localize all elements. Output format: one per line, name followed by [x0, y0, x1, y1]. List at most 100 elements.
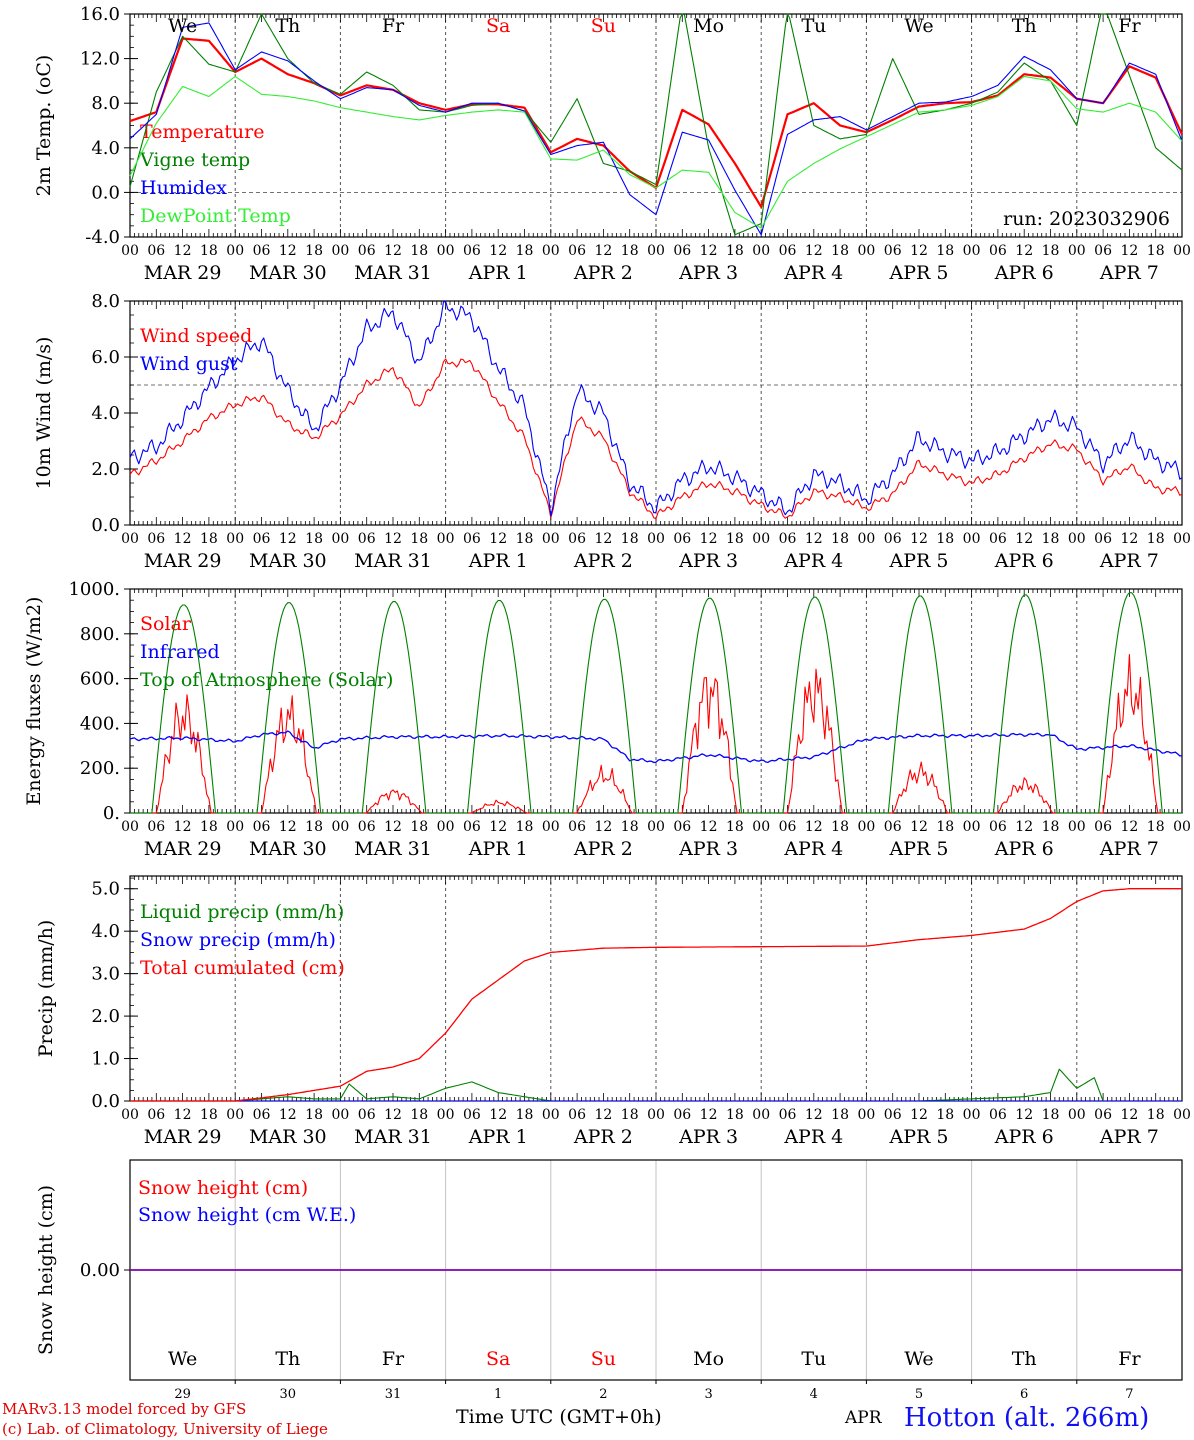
panel-1-hour-label: 18: [1042, 243, 1060, 259]
panel-2-hour-label: 18: [726, 531, 744, 547]
panel-1-y-tick-label: 12.0: [80, 49, 120, 70]
panel-1-hour-label: 18: [1147, 243, 1165, 259]
panel-4-hour-label: 06: [673, 1107, 691, 1123]
weekday-top-4: Sa: [486, 15, 510, 37]
panel-2-hour-label: 00: [121, 531, 139, 547]
panel-4-hour-label: 18: [831, 1107, 849, 1123]
panel-1-hour-label: 06: [253, 243, 271, 259]
panel-3-hour-label: 00: [331, 819, 349, 835]
panel-3-hour-label: 12: [910, 819, 928, 835]
panel-3-hour-label: 12: [700, 819, 718, 835]
panel-1-y-axis-label: 2m Temp. (oC): [33, 55, 55, 197]
panel-2-hour-label: 06: [253, 531, 271, 547]
panel-1-legend-humidex: Humidex: [140, 177, 227, 199]
panel-1-hour-label: 12: [700, 243, 718, 259]
panel-4-legend-liquid-precip-mm-h-: Liquid precip (mm/h): [140, 901, 344, 923]
panel-3-hour-label: 18: [1147, 819, 1165, 835]
panel-4-date-label: APR 4: [783, 1126, 843, 1148]
panel-2-date-label: APR 3: [678, 550, 738, 572]
panel-2-hour-label: 18: [410, 531, 428, 547]
panel-2-hour-label: 06: [147, 531, 165, 547]
panel-4-hour-label: 18: [726, 1107, 744, 1123]
panel-3-date-label: MAR 30: [249, 838, 327, 860]
panel-4-hour-label: 12: [384, 1107, 402, 1123]
panel-1-date-label: MAR 31: [354, 262, 432, 284]
panel-4-hour-label: 00: [542, 1107, 560, 1123]
panel-4-hour-label: 06: [147, 1107, 165, 1123]
panel-3-hour-label: 18: [726, 819, 744, 835]
weekday-top-10: Fr: [1118, 15, 1141, 37]
panel-4-hour-label: 12: [174, 1107, 192, 1123]
panel-4-date-label: APR 5: [889, 1126, 949, 1148]
panel-2-legend-wind-speed: Wind speed: [140, 325, 252, 347]
panel-1-hour-label: 12: [805, 243, 823, 259]
panel-3-date-label: APR 2: [573, 838, 633, 860]
panel-3-legend-solar: Solar: [140, 613, 192, 635]
panel-5-legend-snow-height-cm-w-e-: Snow height (cm W.E.): [138, 1204, 356, 1226]
panel-1-y-tick-label: -4.0: [85, 227, 120, 248]
panel-4-hour-label: 00: [1173, 1107, 1191, 1123]
panel-4-date-label: APR 6: [994, 1126, 1054, 1148]
panel-3-date-label: APR 5: [889, 838, 949, 860]
panel-4-hour-label: 06: [253, 1107, 271, 1123]
panel-1-hour-label: 00: [1173, 243, 1191, 259]
panel-2-date-label: MAR 29: [144, 550, 222, 572]
panel-4-hour-label: 12: [1120, 1107, 1138, 1123]
panel-1-hour-label: 06: [1094, 243, 1112, 259]
panel-2-hour-label: 06: [463, 531, 481, 547]
panel-1-date-label: APR 2: [573, 262, 633, 284]
panel-1-hour-label: 00: [963, 243, 981, 259]
weekday-bottom-3: Fr: [382, 1348, 405, 1370]
panel-3-hour-label: 12: [594, 819, 612, 835]
panel-2-hour-label: 06: [358, 531, 376, 547]
panel-1-hour-label: 06: [989, 243, 1007, 259]
panel-2-date-label: APR 5: [889, 550, 949, 572]
panel-4-hour-label: 18: [200, 1107, 218, 1123]
panel-4-hour-label: 00: [1068, 1107, 1086, 1123]
panel-2-hour-label: 12: [700, 531, 718, 547]
panel-5-y-tick-label: 0.00: [80, 1260, 120, 1281]
panel-2-hour-label: 06: [884, 531, 902, 547]
panel-4-hour-label: 12: [594, 1107, 612, 1123]
panel-3-y-tick-label: 200.: [80, 758, 120, 779]
weekday-bottom-10: Fr: [1118, 1348, 1141, 1370]
panel-2-y-tick-label: 8.0: [91, 291, 120, 312]
weekday-top-3: Fr: [382, 15, 405, 37]
panel-5-legend-snow-height-cm-: Snow height (cm): [138, 1177, 308, 1199]
panel-4-hour-label: 12: [279, 1107, 297, 1123]
panel-1-hour-label: 12: [594, 243, 612, 259]
panel-3-hour-label: 18: [936, 819, 954, 835]
panel-4-hour-label: 12: [805, 1107, 823, 1123]
panel-2-date-label: APR 2: [573, 550, 633, 572]
panel-1-hour-label: 00: [437, 243, 455, 259]
panel-1-hour-label: 12: [384, 243, 402, 259]
panel-3-hour-label: 18: [200, 819, 218, 835]
panel-4-hour-label: 18: [516, 1107, 534, 1123]
day-number-3: 31: [385, 1387, 402, 1402]
panel-1-hour-label: 12: [1120, 243, 1138, 259]
day-number-2: 30: [280, 1387, 297, 1402]
panel-3-hour-label: 00: [1068, 819, 1086, 835]
panel-3-y-tick-label: 400.: [80, 713, 120, 734]
panel-2-hour-label: 18: [1042, 531, 1060, 547]
panel-1-hour-label: 00: [752, 243, 770, 259]
panel-2-y-tick-label: 4.0: [91, 403, 120, 424]
panel-3-legend-top-of-atmosphere-solar-: Top of Atmosphere (Solar): [140, 669, 393, 691]
panel-1-series-dewpoint-temp: [129, 75, 1183, 229]
panel-4-y-tick-label: 5.0: [91, 879, 120, 900]
panel-4-legend-snow-precip-mm-h-: Snow precip (mm/h): [140, 929, 336, 951]
day-number-6: 3: [704, 1387, 712, 1402]
panel-4-hour-label: 18: [410, 1107, 428, 1123]
panel-4-y-tick-label: 0.0: [91, 1091, 120, 1112]
panel-4-date-label: APR 7: [1099, 1126, 1159, 1148]
panel-1-hour-label: 12: [279, 243, 297, 259]
panel-2-hour-label: 06: [779, 531, 797, 547]
panel-2-hour-label: 00: [542, 531, 560, 547]
panel-2-hour-label: 00: [857, 531, 875, 547]
panel-4-hour-label: 18: [936, 1107, 954, 1123]
day-number-9: 6: [1020, 1387, 1028, 1402]
day-number-8: 5: [915, 1387, 923, 1402]
panel-1-hour-label: 18: [410, 243, 428, 259]
panel-1-date-label: APR 3: [678, 262, 738, 284]
panel-4-hour-label: 18: [305, 1107, 323, 1123]
